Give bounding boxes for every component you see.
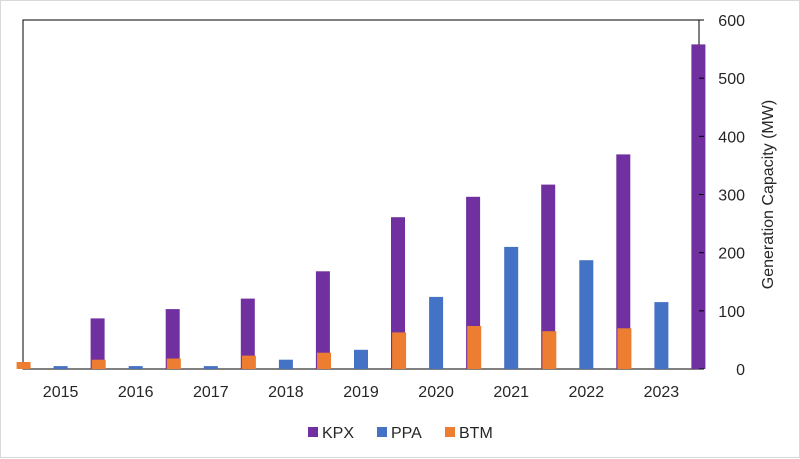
bar-kpx-2019	[391, 217, 405, 369]
y-axis-title: Generation Capacity (MW)	[760, 100, 777, 289]
legend-label-kpx: KPX	[322, 425, 354, 442]
y-tick-label: 400	[718, 129, 745, 146]
bar-ppa-2015	[53, 366, 68, 369]
legend-swatch-ppa	[377, 427, 387, 437]
legend: KPX PPA BTM	[308, 425, 493, 442]
bar-ppa-2021	[504, 246, 519, 369]
bar-btm-2016	[91, 359, 106, 369]
x-axis: 2015 2016 2017 2018 2019 2020 2021 2022 2023	[43, 384, 679, 401]
y-tick-label: 300	[718, 188, 745, 205]
bar-btm-2017	[166, 358, 181, 369]
bar-ppa-2016	[128, 366, 143, 369]
legend-swatch-btm	[445, 427, 455, 437]
y-axis: 0 100 200 300 400 500 600	[699, 13, 745, 379]
bar-ppa-2022	[579, 260, 594, 369]
y-tick-label: 200	[718, 246, 745, 263]
legend-label-btm: BTM	[459, 425, 493, 442]
bar-kpx-2021	[541, 184, 556, 369]
bar-ppa-2023	[654, 302, 669, 369]
plot-area	[22, 19, 700, 370]
x-tick-label: 2020	[418, 384, 454, 401]
bar-ppa-2017	[203, 366, 218, 369]
bar-kpx-2015	[90, 318, 105, 369]
bar-btm-2021	[467, 326, 482, 369]
bars-group	[16, 44, 706, 370]
bar-ppa-2020	[429, 296, 444, 369]
x-tick-label: 2019	[343, 384, 379, 401]
y-tick-label: 100	[718, 304, 745, 321]
bar-ppa-2018	[278, 359, 293, 369]
legend-label-ppa: PPA	[391, 425, 422, 442]
x-tick-label: 2018	[268, 384, 304, 401]
bar-btm-2018	[241, 355, 256, 369]
x-tick-label: 2015	[43, 384, 79, 401]
y-tick-label: 500	[718, 71, 745, 88]
bar-btm-2019	[317, 352, 331, 369]
bar-kpx-2016	[165, 309, 180, 369]
plot-area-border	[22, 19, 700, 370]
bar-btm-2015	[16, 362, 31, 369]
x-tick-label: 2017	[193, 384, 229, 401]
bar-kpx-2022	[616, 154, 631, 369]
x-tick-label: 2016	[118, 384, 154, 401]
y-tick-label: 0	[736, 362, 745, 379]
bar-ppa-2019	[354, 349, 368, 369]
x-tick-label: 2022	[569, 384, 605, 401]
bar-kpx-2018	[315, 271, 330, 369]
bar-btm-2022	[542, 331, 557, 369]
legend-swatch-kpx	[308, 427, 318, 437]
x-tick-label: 2021	[493, 384, 529, 401]
x-tick-label: 2023	[644, 384, 680, 401]
bar-kpx-2020	[466, 196, 481, 369]
y-tick-label: 600	[718, 13, 745, 30]
bar-kpx-2023	[691, 44, 706, 370]
bar-btm-2020	[392, 332, 407, 369]
bar-btm-2023	[617, 328, 632, 369]
bar-kpx-2017	[240, 298, 255, 369]
